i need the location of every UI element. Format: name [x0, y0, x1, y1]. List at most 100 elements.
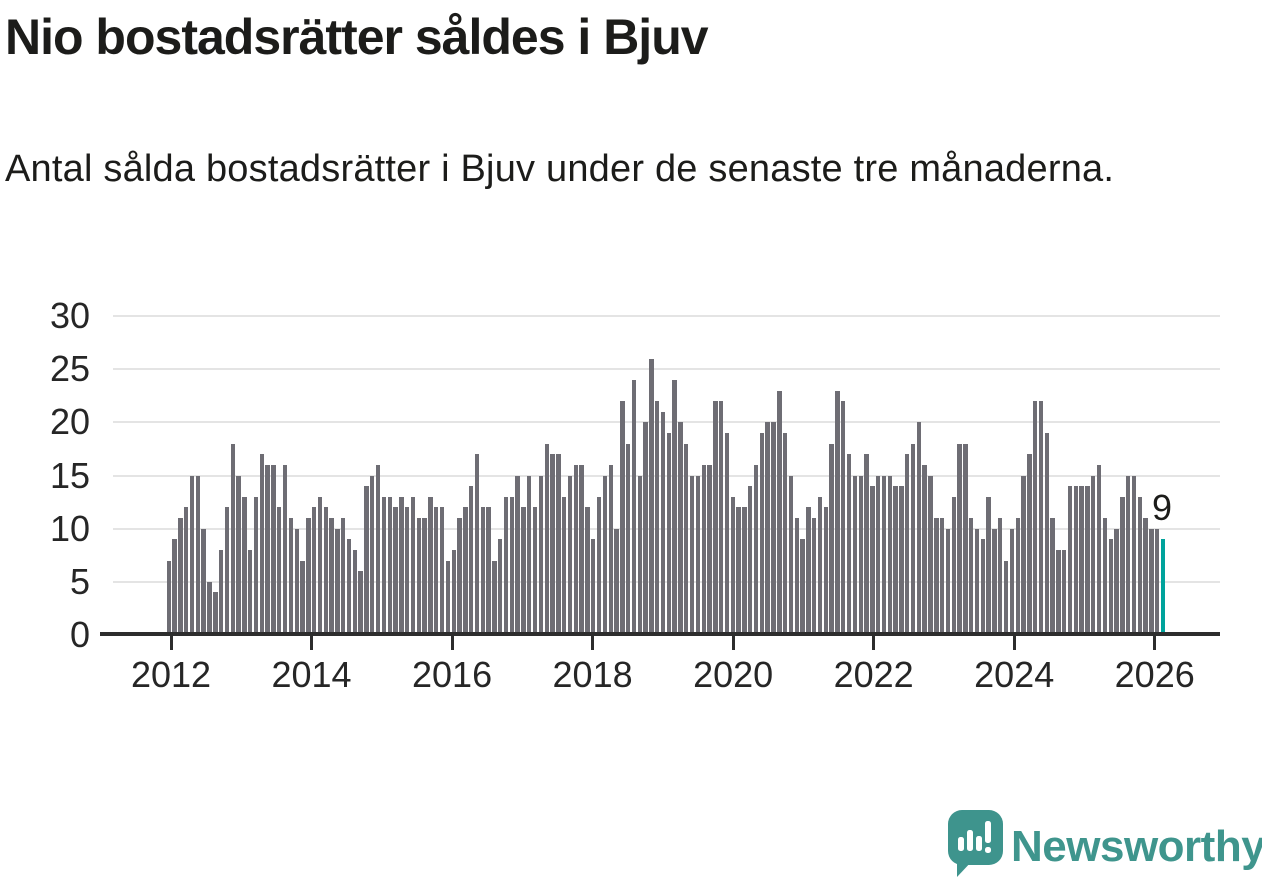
- bar: [730, 496, 735, 635]
- x-tick-label: 2014: [271, 654, 352, 695]
- gridline: [113, 421, 1220, 424]
- bar: [678, 422, 683, 635]
- bar: [277, 507, 282, 635]
- gridline: [113, 368, 1220, 371]
- bar: [503, 496, 509, 635]
- bar: [358, 571, 363, 635]
- bar: [178, 518, 183, 635]
- bar: [335, 528, 340, 635]
- bar: [341, 518, 346, 635]
- x-tick: [591, 636, 595, 650]
- bar: [585, 507, 590, 635]
- bar: [1027, 454, 1032, 635]
- bar: [899, 486, 904, 635]
- bar: [532, 507, 538, 635]
- bar: [1108, 539, 1113, 635]
- bar: [556, 454, 561, 635]
- x-tick-label: 2018: [552, 654, 633, 695]
- bar: [463, 507, 468, 635]
- bar: [649, 358, 654, 635]
- bar: [439, 507, 445, 635]
- bar: [410, 496, 416, 635]
- bar: [765, 422, 770, 635]
- bar: [195, 475, 201, 635]
- bar: [980, 539, 986, 635]
- bar: [974, 528, 980, 635]
- bar: [1073, 486, 1079, 635]
- bar: [957, 443, 962, 635]
- bar: [521, 507, 526, 635]
- y-tick-label: 10: [49, 507, 90, 549]
- bar: [858, 475, 863, 635]
- bar: [370, 475, 375, 635]
- bar: [841, 401, 846, 635]
- bar: [806, 507, 811, 635]
- x-tick-label: 2026: [1114, 654, 1195, 695]
- bar: [614, 528, 619, 635]
- bar: [416, 518, 421, 635]
- y-tick-label: 5: [69, 560, 90, 602]
- bar: [800, 539, 805, 635]
- bar: [1149, 528, 1154, 635]
- bar: [1003, 560, 1009, 635]
- bar: [829, 443, 834, 635]
- y-tick-label: 20: [49, 401, 90, 443]
- newsworthy-logo-icon: [948, 810, 1003, 865]
- bar: [282, 464, 288, 635]
- bar: [748, 486, 753, 635]
- bar: [288, 518, 294, 635]
- y-tick-label: 25: [49, 348, 90, 390]
- bar: [986, 496, 991, 635]
- x-tick: [731, 636, 735, 650]
- bar: [1067, 486, 1073, 635]
- bar: [213, 592, 218, 635]
- gridline: [113, 315, 1220, 318]
- bar: [300, 560, 305, 635]
- bar: [637, 475, 642, 635]
- bar: [352, 549, 358, 635]
- bar: [201, 528, 206, 635]
- bar: [1044, 433, 1049, 635]
- bar: [381, 496, 387, 635]
- bar: [753, 464, 759, 635]
- bar: [817, 496, 823, 635]
- bar: [207, 581, 212, 635]
- bar: [875, 475, 881, 635]
- bar: [1021, 475, 1026, 635]
- bar: [788, 475, 794, 635]
- bar: [835, 390, 840, 635]
- bar: [294, 528, 299, 635]
- bar: [253, 496, 259, 635]
- bar: [445, 560, 451, 635]
- bar: [992, 528, 997, 635]
- bar: [579, 464, 584, 635]
- bar: [346, 539, 352, 635]
- bar: [1102, 518, 1108, 635]
- bar: [172, 539, 177, 635]
- bar: [916, 422, 922, 635]
- bar: [852, 475, 858, 635]
- bar: [631, 379, 637, 635]
- bar: [1096, 464, 1102, 635]
- bar-chart: 0 5 10 15 20 25 30 2012 2014 2016 2018 2020 2022 202…: [49, 296, 1220, 695]
- bar: [1015, 518, 1020, 635]
- bar: [1079, 486, 1084, 635]
- bar: [701, 464, 706, 635]
- bar: [596, 496, 602, 635]
- bar: [1009, 528, 1015, 635]
- x-tick-label: 2012: [130, 654, 212, 695]
- bar: [922, 464, 927, 635]
- bar: [271, 464, 276, 635]
- bar: [660, 411, 666, 635]
- bar: [928, 475, 933, 635]
- bar: [1050, 518, 1055, 635]
- bar: [544, 443, 549, 635]
- x-tick: [1153, 636, 1157, 650]
- bar: [608, 464, 613, 635]
- bar: [189, 475, 195, 635]
- page-title: Nio bostadsrätter såldes i Bjuv: [5, 9, 709, 65]
- bar: [812, 518, 817, 635]
- bar: [428, 496, 433, 635]
- bar: [248, 549, 253, 635]
- bar: [265, 464, 270, 635]
